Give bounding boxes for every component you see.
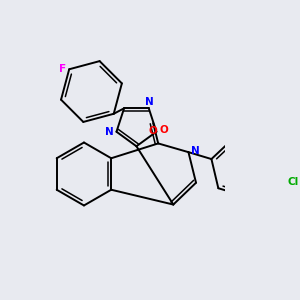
- Text: Cl: Cl: [288, 177, 299, 187]
- Text: N: N: [105, 127, 113, 137]
- Text: F: F: [59, 64, 66, 74]
- Text: N: N: [191, 146, 200, 156]
- Text: N: N: [145, 97, 154, 106]
- Text: O: O: [149, 125, 158, 136]
- Text: O: O: [160, 125, 168, 135]
